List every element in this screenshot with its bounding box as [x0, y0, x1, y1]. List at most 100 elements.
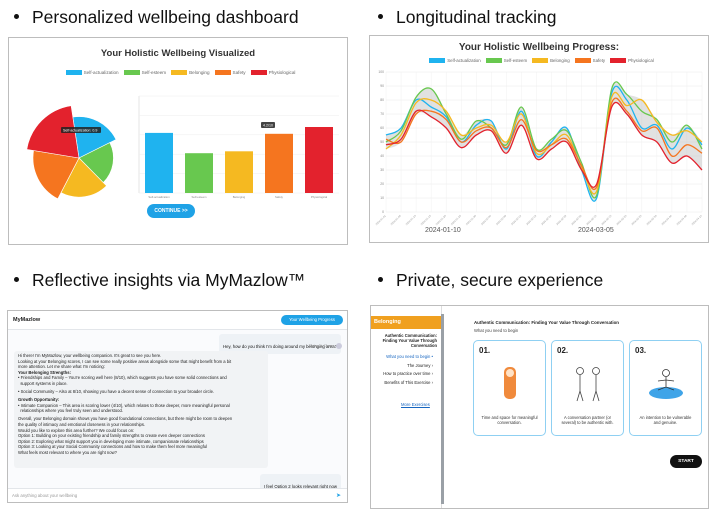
- pie-tooltip-bg: [61, 127, 101, 133]
- send-arrow-icon[interactable]: ➤: [335, 493, 341, 499]
- card-text: An intention to be vulnerable and genuin…: [639, 415, 692, 425]
- chat-input-placeholder: Ask anything about your wellbeing: [12, 493, 78, 498]
- heading-text: Personalized wellbeing dashboard: [32, 7, 299, 27]
- nav-item[interactable]: The Journey ›: [407, 363, 433, 368]
- polar-slice-belonging: [60, 157, 107, 198]
- x-tick-label: 2024-02-04: [480, 213, 493, 226]
- series-line-self-esteem: [385, 81, 703, 199]
- x-tick-label: 2024-02-14: [510, 213, 523, 226]
- nav-item[interactable]: How to practice over time ›: [383, 371, 433, 376]
- legend-swatch: [429, 58, 446, 64]
- bot-message-line: Looking at your Belonging scores, I can …: [18, 358, 232, 364]
- wellbeing-progress-button[interactable]: Your Wellbeing Progress: [281, 315, 343, 325]
- bar-tooltip-bg: [261, 122, 275, 128]
- bot-message-line: What feels most relevant to where you ar…: [18, 450, 117, 455]
- series-line-physiological: [385, 101, 703, 188]
- legend-label: Safety: [232, 70, 246, 75]
- more-exercises-link[interactable]: More Exercises: [401, 402, 430, 407]
- bar-tooltip: 4.2/10: [261, 122, 275, 128]
- bullet-icon: [14, 276, 19, 282]
- nav-item-label: How to practice over time: [383, 371, 431, 376]
- heading-text: Reflective insights via MyMazlow™: [32, 270, 306, 290]
- y-tick-label: 20: [380, 182, 384, 186]
- bar-safety: [265, 133, 293, 193]
- x-tick-label: 2024-01-10: [405, 213, 418, 226]
- y-tick-label: 30: [380, 168, 384, 172]
- x-tick-label: 2024-04-09: [675, 213, 688, 226]
- x-tick-label: 2024-02-19: [525, 213, 538, 226]
- chat-input[interactable]: Ask anything about your wellbeing ➤: [8, 488, 347, 502]
- nav-item-label: Benefits of This Exercise: [384, 379, 431, 385]
- sidebar-title: Belonging: [374, 319, 401, 325]
- legend-label: Self-esteem: [141, 70, 167, 75]
- nav-item[interactable]: Benefits of This Exercise ›: [384, 380, 433, 385]
- series-line-belonging: [385, 91, 703, 195]
- legend-label: Self-actualization: [83, 70, 119, 75]
- main-subtitle: What you need to begin: [474, 328, 519, 333]
- start-button[interactable]: START: [670, 455, 702, 468]
- x-tick-label: 2024-03-30: [645, 213, 658, 226]
- bar-tick-label: Belonging: [233, 195, 246, 199]
- legend-swatch: [532, 58, 549, 64]
- nav-item[interactable]: What you need to begin •: [386, 354, 433, 359]
- x-tick-label: 2024-01-15: [420, 213, 433, 226]
- x-tick-label: 2024-03-15: [600, 213, 613, 226]
- tracking-screenshot: Your Holistic Wellbeing Progress: Self-a…: [369, 35, 709, 243]
- y-tick-label: 50: [380, 140, 384, 144]
- y-tick-label: 90: [380, 84, 384, 88]
- continue-button[interactable]: CONTINUE >>: [147, 204, 195, 218]
- x-tick-label: 2024-03-10: [585, 213, 598, 226]
- chevron-right-icon: ›: [430, 371, 433, 376]
- dashboard-screenshot: Your Holistic Wellbeing Visualized Self-…: [8, 37, 348, 245]
- resource-card: 01. Time and space for meaningful convers…: [473, 340, 546, 436]
- course-main: Authentic Communication: Finding Your Va…: [445, 306, 708, 508]
- bot-message-line: • Intimate Companion – This area is scor…: [18, 402, 230, 408]
- bar-self-esteem: [185, 153, 213, 193]
- heading-text: Private, secure experience: [396, 270, 604, 290]
- bot-message-line: Option 2: Exploring what might support y…: [18, 438, 204, 444]
- bot-message-line: • Friendships and Family – You're scorin…: [18, 375, 227, 381]
- bar-tooltip-text: 4.2/10: [263, 124, 273, 128]
- y-tick-label: 80: [380, 98, 384, 102]
- bar-tick-label: Self-esteem: [192, 195, 208, 199]
- series-line-safety: [385, 97, 703, 190]
- heading-text: Longitudinal tracking: [396, 7, 557, 27]
- figure-standing-icon: [504, 367, 516, 399]
- bar-tick-label: Physiological: [311, 195, 328, 199]
- user-message-bubble: Hey, how do you think I'm doing around m…: [219, 334, 341, 354]
- y-tick-label: 10: [380, 196, 384, 200]
- bar-tick-label: Safety: [275, 195, 284, 199]
- figure-leg: [576, 390, 581, 402]
- dashboard-legend: Self-actualization Self-esteem Belonging Sa…: [9, 70, 347, 76]
- bot-message-bubble: Hi there! I'm MyMazlow, your wellbeing c…: [14, 351, 268, 468]
- x-tick-label: 2024-01-30: [465, 213, 478, 226]
- main-title: Authentic Communication: Finding Your Va…: [474, 320, 619, 325]
- card-text: A conversation partner (or several) to b…: [561, 415, 614, 425]
- card-number: 03.: [635, 346, 647, 355]
- bot-message-line: the quality of intimacy and emotional cl…: [18, 422, 146, 428]
- x-tick-label: 2024-03-25: [630, 213, 643, 226]
- x-tick-label: 2024-01-01: [374, 213, 387, 226]
- chevron-right-icon: ›: [430, 362, 433, 368]
- nav-item-label: What you need to begin: [386, 354, 431, 359]
- tracking-title: Your Holistic Wellbeing Progress:: [458, 42, 620, 53]
- figure-leg: [579, 390, 584, 402]
- chevron-right-icon: ›: [430, 379, 433, 385]
- x-tick-label: 2024-02-24: [540, 213, 553, 226]
- legend-label: Belonging: [189, 70, 210, 75]
- figure-leg: [592, 390, 597, 402]
- polar-slice-self-esteem: [78, 142, 114, 184]
- pie-tooltip: Self-actualization: 0.9: [61, 127, 101, 133]
- bot-message-line: Option 3: Looking at your Social Communi…: [18, 444, 208, 450]
- bot-message-line: Growth Opportunity:: [18, 397, 60, 403]
- bar-physiological: [305, 127, 333, 193]
- bot-message-line: more attention. Let me share what I'm no…: [18, 364, 105, 370]
- sidebar-scrollbar[interactable]: [441, 314, 444, 504]
- legend-swatch: [610, 58, 627, 64]
- course-sidebar: Belonging Authentic Communication: Findi…: [371, 306, 442, 508]
- x-tick-label: 2024-03-20: [615, 213, 628, 226]
- legend-swatch: [171, 70, 188, 76]
- x-tick-label: 2024-01-25: [450, 213, 463, 226]
- legend-label: Belonging: [550, 58, 570, 63]
- figure-leg: [595, 390, 600, 402]
